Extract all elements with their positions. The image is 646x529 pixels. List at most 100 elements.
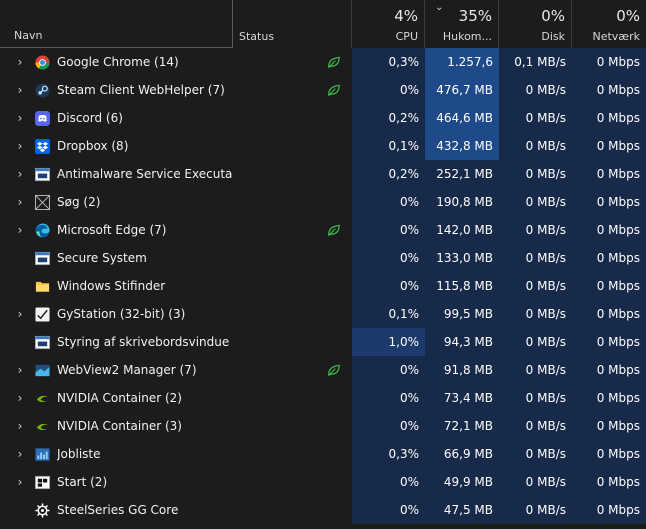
cpu-value: 1,0%	[352, 328, 425, 356]
disk-value: 0 MB/s	[499, 496, 572, 524]
process-row[interactable]: › Søg (2) 0% 190,8 MB 0 MB/s 0 Mbps	[0, 188, 646, 216]
chevron-right-icon[interactable]: ›	[17, 363, 23, 377]
network-value: 0 Mbps	[572, 48, 646, 76]
chevron-right-icon[interactable]: ›	[17, 419, 23, 433]
column-header-disk-label: Disk	[541, 30, 565, 43]
webview-icon	[35, 363, 50, 378]
process-name: Jobliste	[57, 447, 101, 461]
process-row[interactable]: › Google Chrome (14) 0,3%1.257,6 MB0,1 MB/…	[0, 48, 646, 97]
disk-value: 0 MB/s	[499, 384, 572, 412]
process-name: Start (2)	[57, 475, 108, 489]
process-name: Antimalware Service Executable	[57, 167, 232, 181]
network-value: 0 Mbps	[572, 412, 646, 440]
chevron-right-icon[interactable]: ›	[17, 447, 23, 461]
disk-value: 0 MB/s	[499, 76, 572, 104]
process-row[interactable]: › NVIDIA Container (3) 0% 72,1 MB 0 MB/s 0 Mb…	[0, 412, 646, 440]
memory-value: 252,1 MB	[425, 160, 499, 188]
start-icon	[35, 475, 50, 490]
network-total-percent: 0%	[616, 7, 640, 25]
chevron-right-icon[interactable]: ›	[17, 475, 23, 489]
edge-icon	[35, 223, 50, 238]
dropbox-icon	[35, 139, 50, 154]
process-name: Microsoft Edge (7)	[57, 223, 167, 237]
process-row[interactable]: › Antimalware Service Executable 0,2% 252,1…	[0, 160, 646, 188]
window-app-icon	[35, 251, 50, 266]
process-name: WebView2 Manager (7)	[57, 363, 197, 377]
chevron-right-icon[interactable]: ›	[17, 167, 23, 181]
process-row[interactable]: › GyStation (32-bit) (3) 0,1% 99,5 MB 0 MB/s…	[0, 300, 646, 328]
cpu-value: 0%	[352, 76, 425, 104]
cpu-value: 0%	[352, 272, 425, 300]
process-row[interactable]: › Start (2) 0% 49,9 MB 0 MB/s 0 Mbps	[0, 468, 646, 496]
column-header-disk[interactable]: 0% Disk	[499, 0, 572, 48]
chevron-right-icon[interactable]: ›	[17, 307, 23, 321]
network-value: 0 Mbps	[572, 496, 646, 524]
chevron-right-icon[interactable]: ›	[17, 83, 23, 97]
cpu-value: 0,1%	[352, 300, 425, 328]
process-name: Google Chrome (14)	[57, 55, 179, 69]
process-row[interactable]: › Discord (6) 0,2% 464,6 MB 0 MB/s 0 Mbps	[0, 104, 646, 132]
process-name: Styring af skrivebordsvindue	[57, 335, 230, 349]
process-name: Windows Stifinder	[57, 279, 166, 293]
column-header-status[interactable]: Status	[234, 0, 352, 48]
network-value: 0 Mbps	[572, 188, 646, 216]
process-name: Discord (6)	[57, 111, 123, 125]
column-header-name-label: Navn	[14, 29, 43, 42]
process-name: Steam Client WebHelper (7)	[57, 83, 225, 97]
process-row[interactable]: Secure System 0% 133,0 MB 0 MB/s 0 Mbps	[0, 244, 646, 272]
process-row[interactable]: Styring af skrivebordsvindue 1,0% 94,3 MB 0…	[0, 328, 646, 356]
chevron-right-icon[interactable]: ›	[17, 195, 23, 209]
chevron-right-icon[interactable]: ›	[17, 223, 23, 237]
cpu-value: 0%	[352, 412, 425, 440]
column-header-cpu[interactable]: 4% CPU	[352, 0, 425, 48]
search-app-icon	[35, 195, 50, 210]
discord-icon	[35, 111, 50, 126]
chevron-right-icon[interactable]: ›	[17, 139, 23, 153]
process-row[interactable]: › WebView2 Manager (7) 0% 91,8 MB 0 MB/s 0 Mb…	[0, 356, 646, 384]
disk-value: 0,1 MB/s	[499, 48, 572, 76]
cpu-value: 0%	[352, 384, 425, 412]
network-value: 0 Mbps	[572, 440, 646, 468]
process-row[interactable]: › Jobliste 0,3% 66,9 MB 0 MB/s 0 Mbps	[0, 440, 646, 468]
cpu-value: 0%	[352, 468, 425, 496]
process-row[interactable]: Windows Stifinder 0% 115,8 MB 0 MB/s 0 Mbps	[0, 272, 646, 300]
network-value: 0 Mbps	[572, 76, 646, 104]
column-header-network[interactable]: 0% Netværk	[572, 0, 646, 48]
chevron-right-icon[interactable]: ›	[17, 111, 23, 125]
process-row[interactable]: › Steam Client WebHelper (7) 0% 476,7 MB 0 M…	[0, 76, 646, 104]
process-row[interactable]: SteelSeries GG Core 0% 47,5 MB 0 MB/s 0 Mbps	[0, 496, 646, 524]
efficiency-mode-leaf-icon	[326, 363, 341, 378]
nvidia-icon	[35, 391, 50, 406]
network-value: 0 Mbps	[572, 300, 646, 328]
gystation-icon	[35, 307, 50, 322]
column-header-bar: Navn Status 4% CPU ⌄ 35% Hukom... 0% Dis…	[0, 0, 646, 48]
cpu-value: 0,2%	[352, 160, 425, 188]
disk-value: 0 MB/s	[499, 104, 572, 132]
memory-value: 99,5 MB	[425, 300, 499, 328]
process-row[interactable]: › Microsoft Edge (7) 0% 142,0 MB 0 MB/s 0 Mbp…	[0, 216, 646, 244]
disk-value: 0 MB/s	[499, 412, 572, 440]
memory-value: 115,8 MB	[425, 272, 499, 300]
chevron-right-icon[interactable]: ›	[17, 391, 23, 405]
chevron-right-icon[interactable]: ›	[17, 55, 23, 69]
window-app-icon	[35, 167, 50, 182]
network-value: 0 Mbps	[572, 104, 646, 132]
window-app-icon	[35, 335, 50, 350]
process-row[interactable]: › Dropbox (8) 0,1% 432,8 MB 0 MB/s 0 Mbps	[0, 132, 646, 160]
network-value: 0 Mbps	[572, 244, 646, 272]
efficiency-mode-leaf-icon	[326, 83, 341, 98]
process-name: Secure System	[57, 251, 147, 265]
process-name: Dropbox (8)	[57, 139, 129, 153]
process-name: GyStation (32-bit) (3)	[57, 307, 186, 321]
network-value: 0 Mbps	[572, 384, 646, 412]
network-value: 0 Mbps	[572, 160, 646, 188]
column-header-memory[interactable]: ⌄ 35% Hukom...	[425, 0, 499, 48]
process-row[interactable]: › NVIDIA Container (2) 0% 73,4 MB 0 MB/s 0 Mb…	[0, 384, 646, 412]
network-value: 0 Mbps	[572, 356, 646, 384]
column-header-cpu-label: CPU	[395, 30, 418, 43]
column-header-name[interactable]: Navn	[0, 0, 233, 48]
memory-value: 73,4 MB	[425, 384, 499, 412]
column-header-network-label: Netværk	[592, 30, 640, 43]
sort-descending-icon: ⌄	[435, 2, 444, 13]
disk-value: 0 MB/s	[499, 300, 572, 328]
